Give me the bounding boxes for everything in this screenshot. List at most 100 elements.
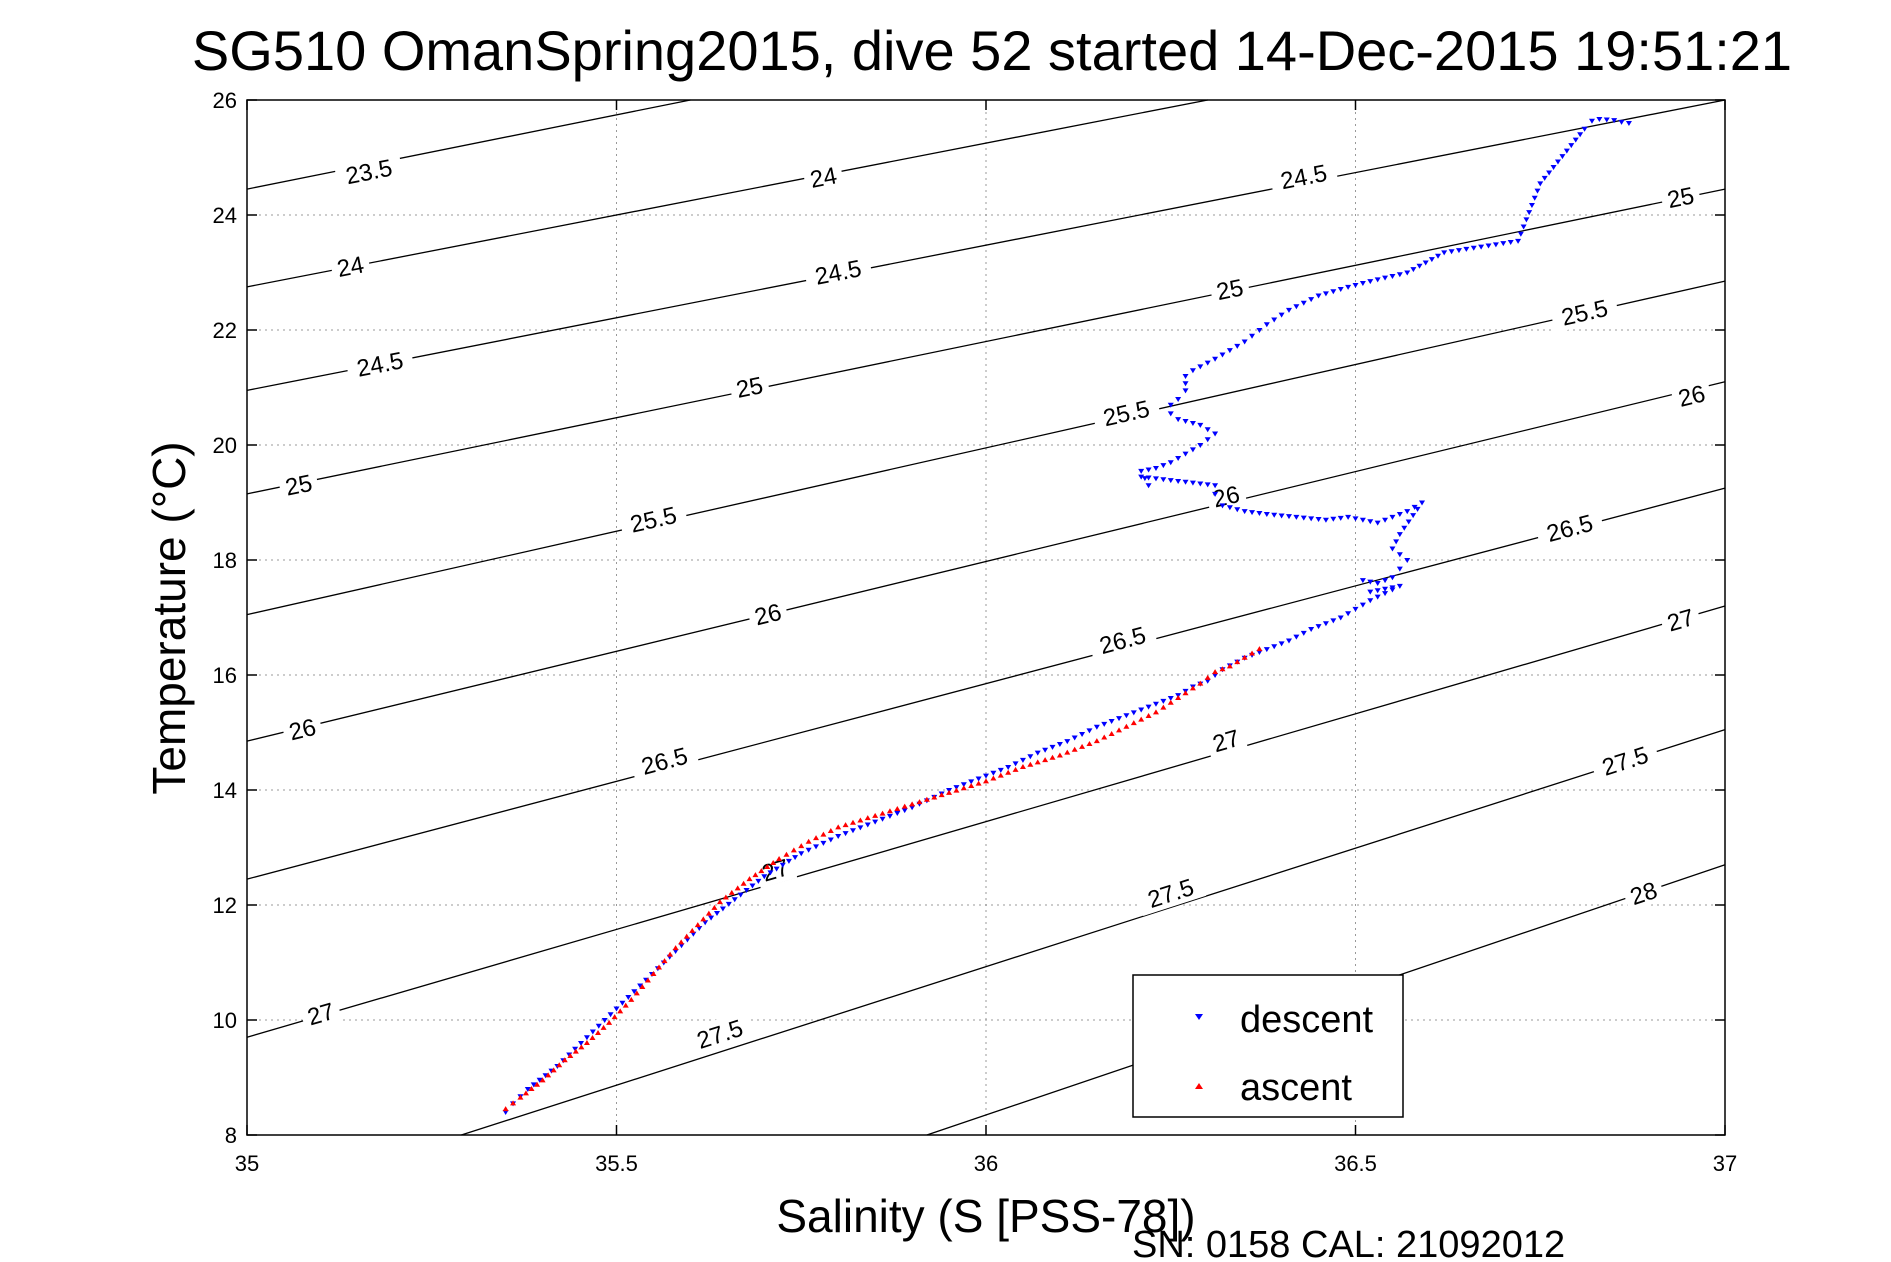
data-point-descent bbox=[983, 773, 989, 779]
data-point-ascent bbox=[946, 789, 953, 795]
series-ascent bbox=[502, 646, 1263, 1112]
data-point-descent bbox=[820, 840, 827, 846]
data-point-ascent bbox=[1219, 666, 1226, 672]
data-point-descent bbox=[1145, 704, 1152, 710]
data-point-ascent bbox=[1005, 769, 1012, 775]
contour-label-bg bbox=[1589, 736, 1661, 784]
data-point-ascent bbox=[1086, 741, 1093, 746]
data-point-descent bbox=[625, 995, 632, 1000]
data-point-descent bbox=[842, 831, 849, 837]
data-point-ascent bbox=[1123, 723, 1130, 729]
y-tick-label: 24 bbox=[213, 203, 237, 228]
data-point-descent bbox=[1152, 466, 1159, 471]
data-point-ascent bbox=[1241, 654, 1248, 660]
data-point-ascent bbox=[606, 1019, 613, 1025]
x-tick-label: 36.5 bbox=[1334, 1151, 1377, 1176]
data-point-descent bbox=[1167, 478, 1174, 484]
data-point-descent bbox=[1359, 578, 1366, 584]
contour-label-bg bbox=[333, 150, 404, 192]
data-point-ascent bbox=[857, 817, 864, 823]
contour-label-bg bbox=[752, 850, 798, 889]
data-point-ascent bbox=[583, 1040, 590, 1045]
data-point-descent bbox=[1241, 509, 1248, 515]
data-point-descent bbox=[1396, 583, 1403, 589]
data-point-ascent bbox=[835, 824, 842, 830]
contour-label: 26 bbox=[752, 599, 784, 632]
data-point-descent bbox=[1389, 575, 1396, 581]
data-point-descent bbox=[1315, 624, 1322, 630]
data-point-ascent bbox=[578, 1044, 585, 1050]
contour-label-group: 26 bbox=[280, 710, 324, 747]
x-tick-label: 37 bbox=[1713, 1151, 1737, 1176]
data-point-ascent bbox=[644, 977, 651, 983]
data-point-descent bbox=[1416, 263, 1423, 269]
data-point-descent bbox=[1330, 289, 1337, 295]
data-point-descent bbox=[1278, 641, 1285, 647]
data-point-descent bbox=[1138, 468, 1145, 474]
data-point-descent bbox=[1359, 281, 1366, 287]
data-point-descent bbox=[1559, 154, 1566, 160]
data-point-ascent bbox=[633, 990, 640, 996]
y-tick-label: 26 bbox=[213, 88, 237, 113]
data-point-descent bbox=[1152, 701, 1159, 707]
data-point-descent bbox=[1410, 513, 1417, 519]
data-point-ascent bbox=[1212, 669, 1219, 675]
data-point-descent bbox=[1374, 277, 1381, 283]
density-contour-line bbox=[246, 99, 691, 190]
data-point-descent bbox=[761, 874, 768, 880]
contour-label-bg bbox=[801, 159, 845, 195]
data-point-descent bbox=[1182, 388, 1189, 394]
data-point-descent bbox=[1611, 118, 1618, 124]
data-point-ascent bbox=[752, 872, 759, 878]
data-point-descent bbox=[737, 892, 744, 898]
data-point-descent bbox=[1241, 339, 1248, 345]
data-point-descent bbox=[1308, 297, 1315, 303]
data-point-ascent bbox=[872, 812, 879, 818]
data-point-descent bbox=[1308, 516, 1315, 522]
data-point-descent bbox=[1563, 148, 1570, 154]
data-point-ascent bbox=[716, 899, 723, 905]
y-axis-ticks: 8 10 12 14 16 18 20 22 24 26 bbox=[213, 88, 1725, 1148]
data-point-descent bbox=[619, 1000, 626, 1006]
data-point-descent bbox=[1152, 476, 1159, 482]
data-point-descent bbox=[1182, 479, 1189, 485]
data-point-ascent bbox=[764, 864, 771, 870]
data-point-ascent bbox=[722, 894, 729, 900]
data-point-descent bbox=[1389, 514, 1396, 520]
data-point-descent bbox=[714, 911, 721, 917]
data-point-ascent bbox=[790, 847, 797, 853]
data-point-descent bbox=[1448, 249, 1455, 255]
data-point-ascent bbox=[545, 1072, 552, 1078]
data-point-ascent bbox=[667, 951, 674, 957]
data-point-ascent bbox=[522, 1090, 529, 1096]
data-point-descent bbox=[1528, 202, 1535, 208]
data-point-descent bbox=[1352, 282, 1359, 288]
data-point-descent bbox=[864, 822, 871, 828]
data-point-descent bbox=[1441, 250, 1448, 256]
data-point-descent bbox=[1337, 515, 1344, 521]
data-point-ascent bbox=[517, 1094, 524, 1100]
data-point-descent bbox=[1212, 673, 1219, 678]
data-point-ascent bbox=[1101, 734, 1108, 740]
data-point-ascent bbox=[813, 835, 820, 841]
data-point-descent bbox=[1382, 586, 1389, 592]
data-point-descent bbox=[1204, 482, 1211, 488]
data-point-descent bbox=[1345, 284, 1352, 290]
data-point-ascent bbox=[931, 794, 938, 800]
density-contour-line bbox=[246, 188, 1726, 495]
data-point-descent bbox=[1160, 477, 1167, 483]
data-point-descent bbox=[1352, 606, 1359, 612]
density-contour-line bbox=[246, 381, 1726, 742]
data-point-ascent bbox=[1197, 680, 1204, 686]
contour-label-bg bbox=[628, 738, 700, 783]
data-point-descent bbox=[1027, 754, 1034, 760]
data-point-descent bbox=[1315, 293, 1322, 299]
data-point-ascent bbox=[983, 778, 989, 784]
data-point-descent bbox=[1367, 279, 1374, 285]
density-contour-line bbox=[246, 487, 1726, 880]
data-point-descent bbox=[1204, 678, 1211, 684]
data-point-descent bbox=[1293, 304, 1300, 310]
data-point-descent bbox=[1337, 615, 1344, 621]
contour-label-bg bbox=[745, 595, 790, 632]
data-point-descent bbox=[1189, 480, 1196, 486]
